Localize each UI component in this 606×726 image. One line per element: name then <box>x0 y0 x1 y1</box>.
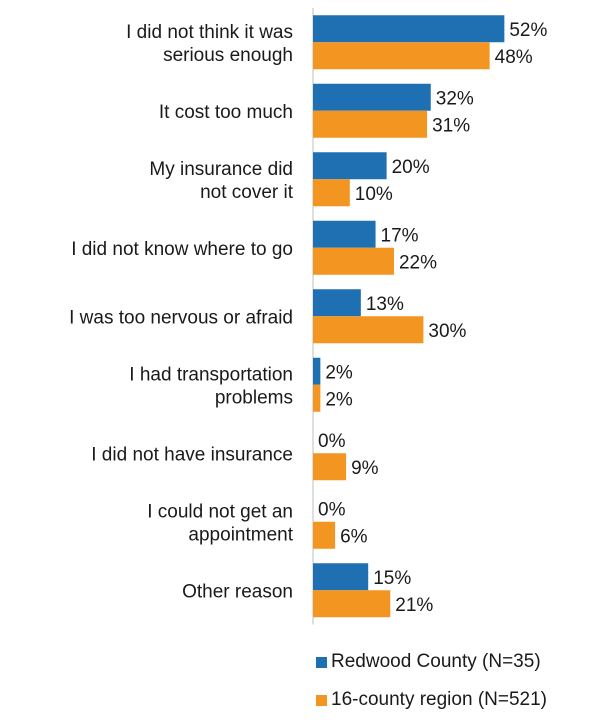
legend-item-redwood: Redwood County (N=35) <box>316 650 547 674</box>
value-label-redwood: 0% <box>318 431 346 452</box>
bar-redwood <box>313 15 505 43</box>
category-label: I could not get an appointment <box>147 501 293 545</box>
bar-region <box>313 316 424 344</box>
value-label-region: 21% <box>395 595 433 616</box>
bar-redwood <box>313 563 369 591</box>
bar-region <box>313 42 490 70</box>
value-label-redwood: 2% <box>325 362 353 383</box>
bar-redwood <box>313 220 376 248</box>
legend-label-region: 16-county region (N=521) <box>331 689 547 710</box>
bar-region <box>313 384 321 412</box>
category-label: I did not have insurance <box>91 444 293 465</box>
bar-redwood <box>313 289 361 317</box>
bar-redwood <box>313 152 387 180</box>
bar-region <box>313 110 428 138</box>
category-label: It cost too much <box>159 102 293 123</box>
value-label-region: 22% <box>399 252 437 273</box>
bar-region <box>313 590 391 618</box>
value-label-redwood: 0% <box>318 499 346 520</box>
value-label-redwood: 15% <box>373 568 411 589</box>
value-label-region: 48% <box>495 47 533 68</box>
value-label-region: 31% <box>432 115 470 136</box>
bar-redwood <box>313 357 321 385</box>
value-label-redwood: 17% <box>381 225 419 246</box>
value-label-redwood: 32% <box>436 88 474 109</box>
category-label: My insurance did not cover it <box>149 159 293 203</box>
bar-region <box>313 453 347 481</box>
bar-region <box>313 521 336 549</box>
bar-region <box>313 247 394 275</box>
value-label-redwood: 13% <box>366 294 404 315</box>
category-label: I was too nervous or afraid <box>69 307 293 328</box>
bar-redwood <box>313 83 431 111</box>
category-label: Other reason <box>182 581 293 602</box>
bar-region <box>313 179 350 207</box>
value-label-region: 10% <box>355 184 393 205</box>
category-label: I did not think it was serious enough <box>126 22 293 66</box>
legend: Redwood County (N=35) 16-county region (… <box>316 650 547 726</box>
value-label-region: 30% <box>428 321 466 342</box>
category-label: I did not know where to go <box>71 239 293 260</box>
legend-label-redwood: Redwood County (N=35) <box>331 651 541 672</box>
legend-swatch-region <box>316 694 327 706</box>
legend-item-region: 16-county region (N=521) <box>316 688 547 712</box>
value-label-region: 2% <box>325 389 353 410</box>
value-label-region: 9% <box>351 458 379 479</box>
value-label-redwood: 52% <box>509 20 547 41</box>
legend-swatch-redwood <box>316 656 327 668</box>
category-label: I had transportation problems <box>129 364 293 408</box>
value-label-redwood: 20% <box>392 157 430 178</box>
value-label-region: 6% <box>340 526 368 547</box>
